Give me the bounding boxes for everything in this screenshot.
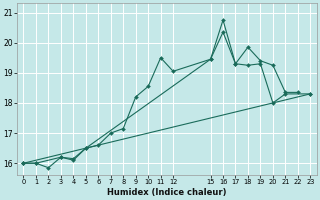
X-axis label: Humidex (Indice chaleur): Humidex (Indice chaleur): [107, 188, 227, 197]
